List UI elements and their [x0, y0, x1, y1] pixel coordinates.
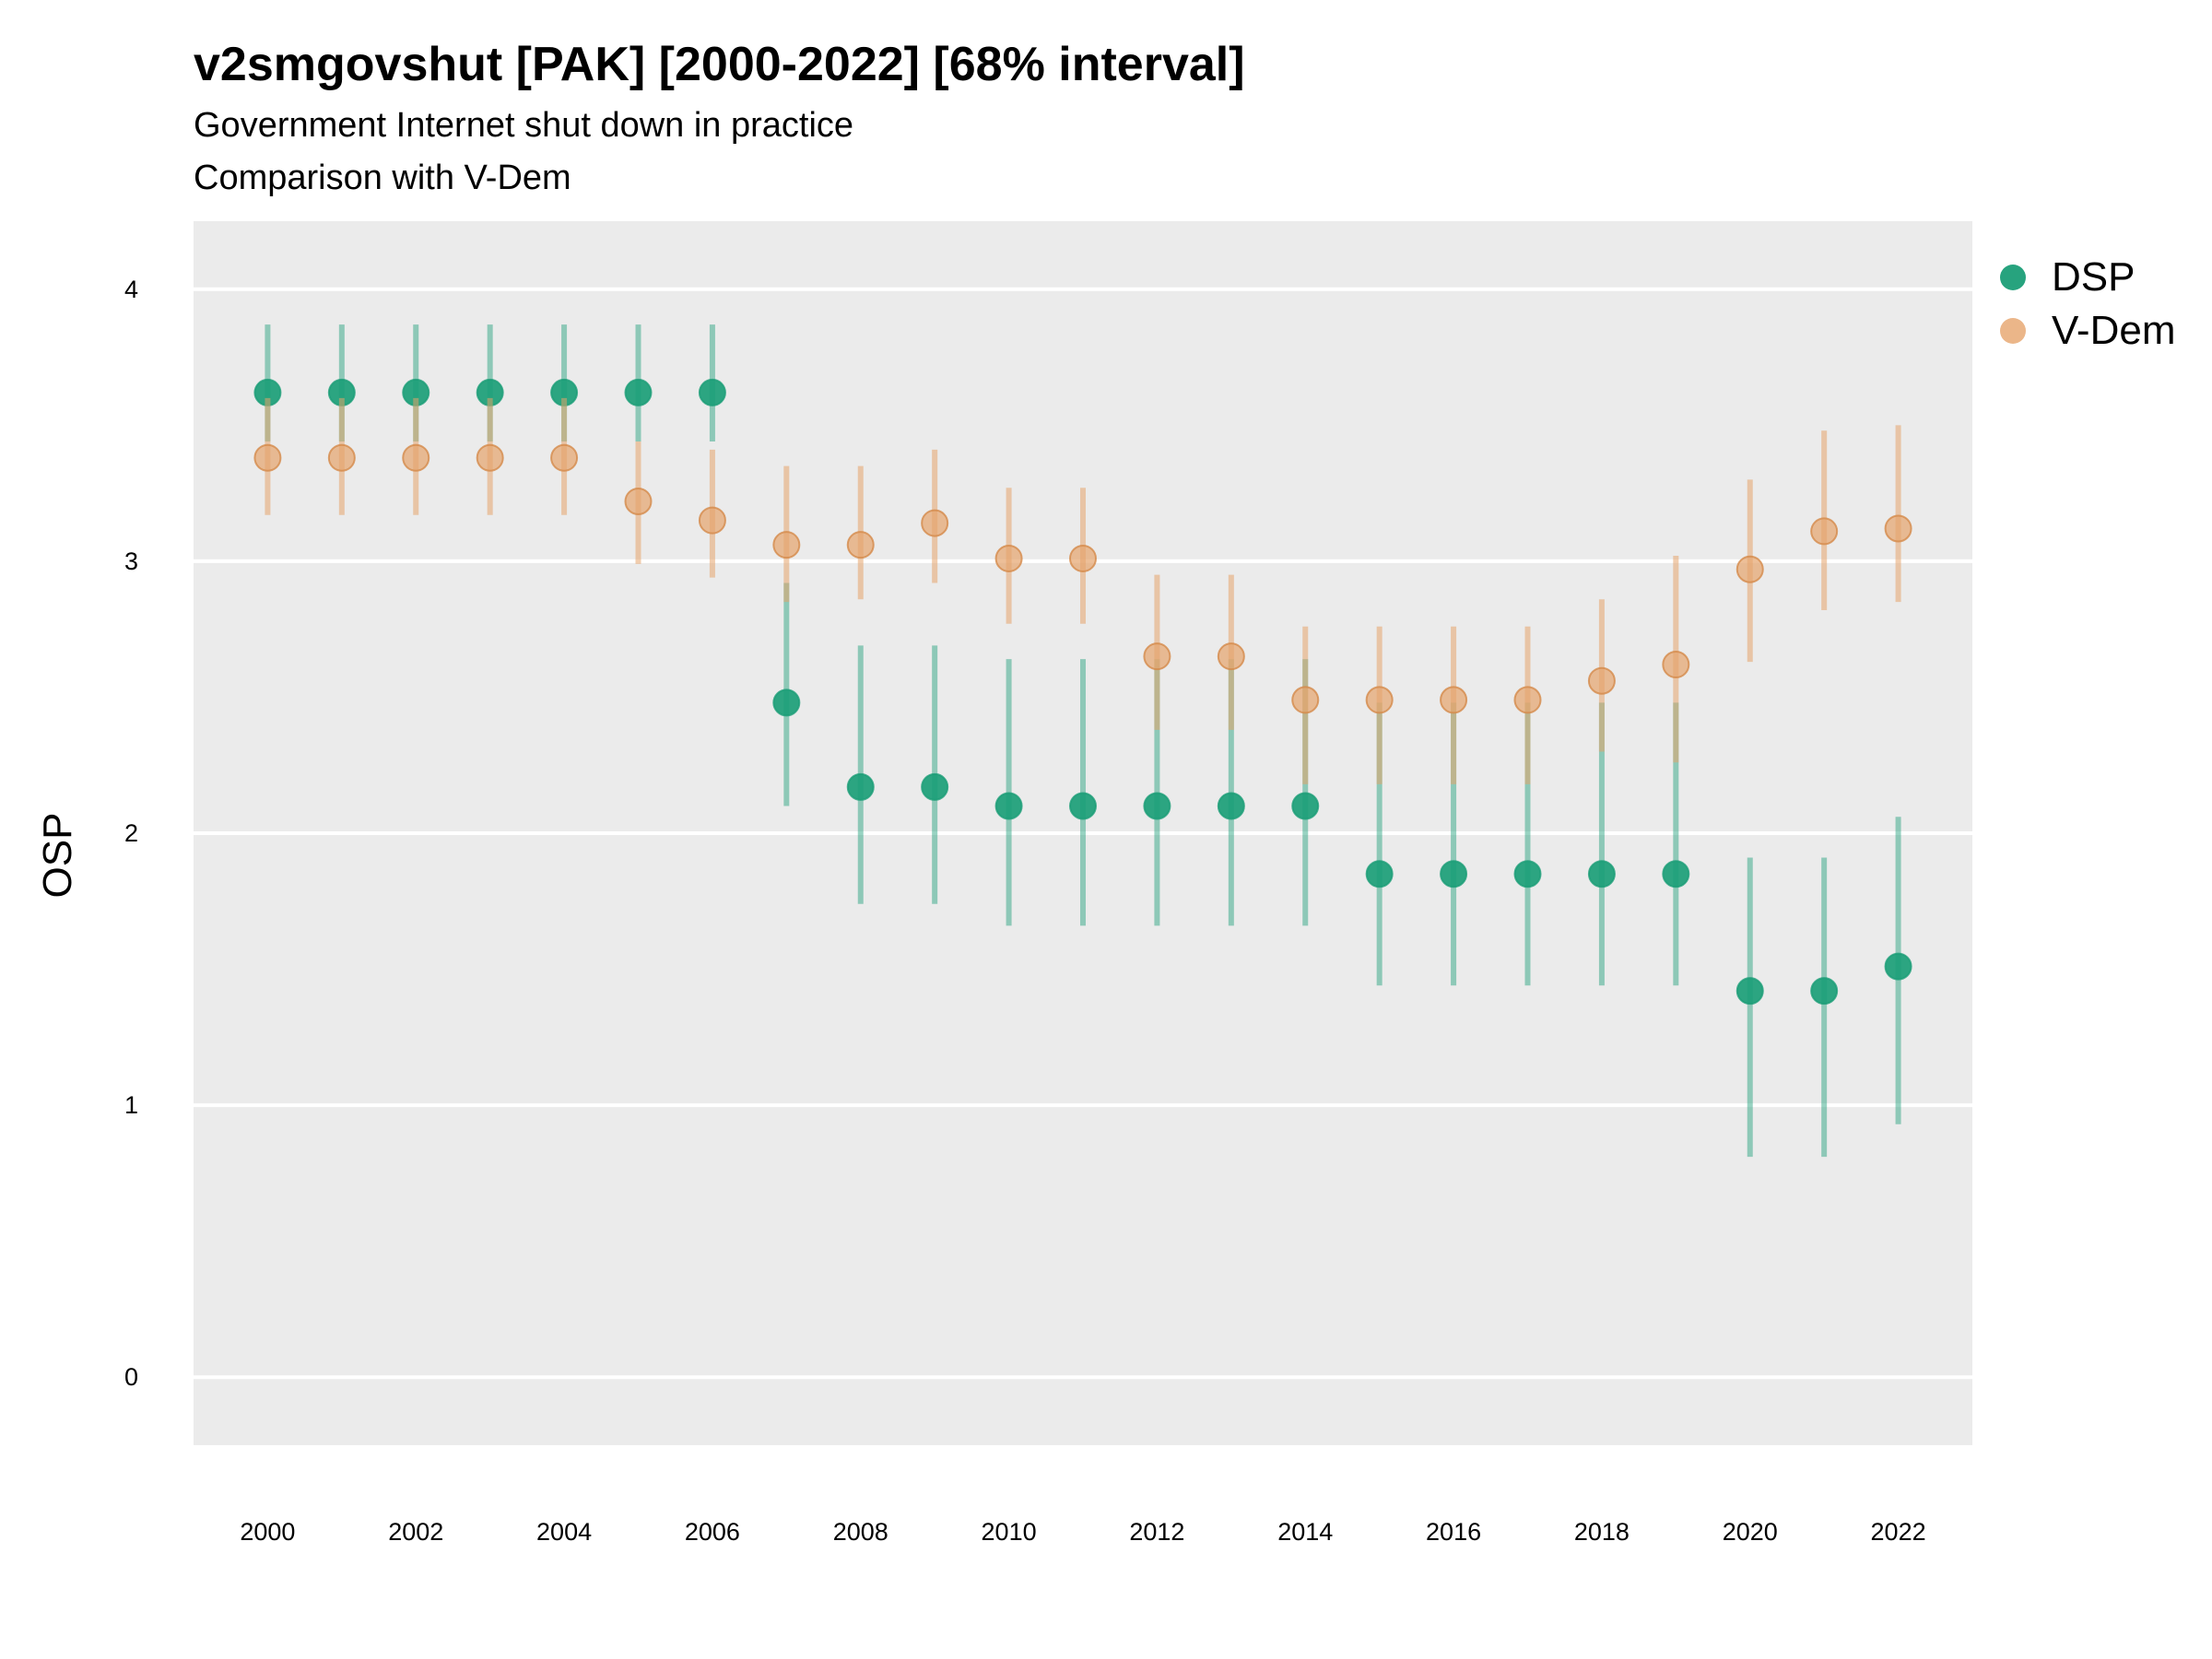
x-tick-label: 2014: [1277, 1518, 1333, 1546]
series-dsp: [253, 324, 1912, 1158]
point-vdem: [1440, 686, 1468, 714]
point-vdem: [624, 487, 653, 515]
point-dsp: [1513, 860, 1542, 888]
point-dsp: [1662, 860, 1690, 888]
y-axis-label: OSP: [35, 813, 80, 899]
point-dsp: [698, 378, 726, 406]
y-tick-label: 3: [124, 547, 138, 575]
y-tick-label: 1: [124, 1091, 138, 1119]
legend-key-vdem: [2000, 318, 2026, 344]
point-vdem: [994, 544, 1023, 572]
point-dsp: [1365, 860, 1394, 888]
point-vdem: [772, 531, 801, 559]
point-dsp: [1217, 792, 1245, 820]
legend-label-dsp: DSP: [2052, 254, 2136, 300]
point-vdem: [921, 509, 949, 537]
x-tick-labels: 2000 2002 2004 2006 2008 2010 2012 2014 2016 2018…: [240, 1518, 1925, 1546]
point-dsp: [1291, 792, 1320, 820]
x-tick-label: 2018: [1574, 1518, 1630, 1546]
x-tick-label: 2022: [1871, 1518, 1926, 1546]
y-tick-label: 0: [124, 1363, 138, 1391]
point-vdem: [1884, 514, 1912, 543]
point-dsp: [1810, 977, 1839, 1006]
point-dsp: [1587, 860, 1616, 888]
point-dsp: [994, 792, 1023, 820]
point-vdem: [698, 506, 726, 535]
data-series: [253, 324, 1912, 1158]
x-tick-label: 2002: [388, 1518, 443, 1546]
legend-key-dsp: [2000, 265, 2026, 290]
point-dsp: [846, 772, 875, 801]
chart-subtitle-line-1: Government Internet shut down in practic…: [194, 106, 854, 145]
point-dsp: [624, 378, 653, 406]
point-dsp: [1884, 952, 1912, 981]
point-dsp: [1069, 792, 1097, 820]
chart-subtitle-line-2: Comparison with V-Dem: [194, 159, 571, 197]
point-vdem: [1662, 651, 1690, 679]
x-tick-label: 2004: [536, 1518, 592, 1546]
point-vdem: [1513, 686, 1542, 714]
x-tick-label: 2020: [1723, 1518, 1778, 1546]
point-vdem: [1365, 686, 1394, 714]
series-vdem: [253, 397, 1912, 784]
point-vdem: [1217, 642, 1245, 671]
point-vdem: [476, 443, 504, 472]
point-dsp: [1735, 977, 1764, 1006]
point-vdem: [550, 443, 579, 472]
point-vdem: [327, 443, 356, 472]
legend-item-vdem: V-Dem: [2000, 308, 2175, 354]
point-vdem: [1587, 666, 1616, 695]
point-vdem: [1291, 686, 1320, 714]
x-tick-label: 2000: [240, 1518, 295, 1546]
point-vdem: [1810, 517, 1839, 546]
y-tick-label: 4: [124, 276, 138, 303]
x-tick-label: 2006: [685, 1518, 740, 1546]
y-tick-label: 2: [124, 819, 138, 847]
chart-title: v2smgovshut [PAK] [2000-2022] [68% inter…: [194, 38, 1245, 91]
x-tick-label: 2008: [833, 1518, 888, 1546]
legend-label-vdem: V-Dem: [2052, 308, 2176, 353]
point-dsp: [1440, 860, 1468, 888]
point-vdem: [1069, 544, 1097, 572]
point-dsp: [772, 688, 801, 717]
point-dsp: [1143, 792, 1171, 820]
point-dsp: [921, 772, 949, 801]
legend-item-dsp: DSP: [2000, 254, 2135, 300]
y-tick-labels: 0 1 2 3 4: [124, 276, 138, 1391]
point-vdem: [253, 443, 282, 472]
x-tick-label: 2016: [1426, 1518, 1481, 1546]
x-tick-label: 2010: [982, 1518, 1037, 1546]
point-vdem: [1735, 555, 1764, 583]
point-vdem: [402, 443, 430, 472]
x-tick-label: 2012: [1129, 1518, 1184, 1546]
point-vdem: [1143, 642, 1171, 671]
point-vdem: [846, 531, 875, 559]
